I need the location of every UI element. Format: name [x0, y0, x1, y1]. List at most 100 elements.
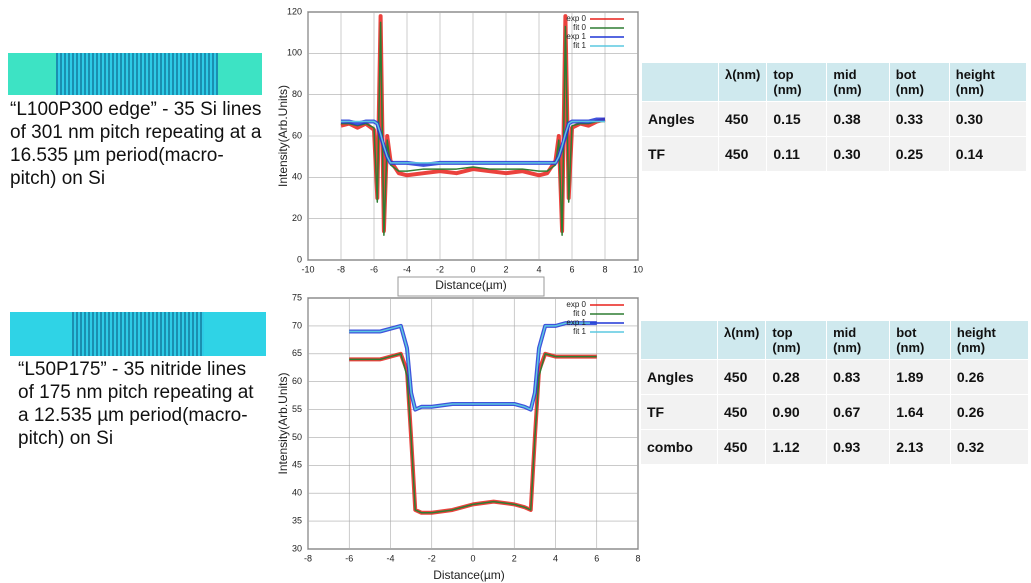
table-cell: top (nm)	[766, 321, 827, 360]
y-tick-label: 60	[292, 130, 302, 140]
y-tick-label: 20	[292, 213, 302, 223]
results-table: λ(nm)top (nm)mid (nm)bot (nm)height (nm)…	[641, 62, 1027, 172]
legend-label: fit 1	[573, 41, 586, 50]
y-tick-label: 80	[292, 89, 302, 99]
table-cell: 0.26	[950, 395, 1028, 430]
header-row: λ(nm)top (nm)mid (nm)bot (nm)height (nm)	[642, 63, 1027, 102]
y-tick-label: 50	[292, 432, 302, 442]
table-cell: 0.93	[827, 430, 890, 465]
table-cell: 1.64	[890, 395, 951, 430]
table-cell: 2.13	[890, 430, 951, 465]
y-tick-label: 45	[292, 460, 302, 470]
y-tick-label: 40	[292, 488, 302, 498]
table-cell: 450	[719, 102, 767, 137]
table-cell: 0.26	[950, 360, 1028, 395]
y-tick-label: 40	[292, 172, 302, 182]
x-tick-label: -2	[428, 553, 436, 563]
chart: 0 20 40 60 80 100 120 -10 -8 -6 -4 -2 0 2 4 6 8 10 Distanc…	[276, 6, 643, 292]
legend-label: fit 1	[573, 327, 586, 336]
table-cell: 0.90	[766, 395, 827, 430]
y-tick-label: 120	[287, 6, 302, 16]
legend-label: exp 0	[566, 300, 586, 309]
table-cell: height (nm)	[950, 321, 1028, 360]
y-tick-label: 65	[292, 348, 302, 358]
x-tick-label: -10	[301, 264, 314, 274]
table-cell: top (nm)	[767, 63, 827, 102]
x-tick-label: 2	[503, 264, 508, 274]
table-cell: bot (nm)	[889, 63, 949, 102]
table-cell: 0.14	[949, 137, 1026, 172]
table-cell: λ(nm)	[718, 321, 766, 360]
header-row: λ(nm)top (nm)mid (nm)bot (nm)height (nm)	[641, 321, 1029, 360]
x-tick-label: -8	[304, 553, 312, 563]
x-tick-label: 8	[635, 553, 640, 563]
sample-graphic	[10, 312, 266, 356]
y-tick-label: 75	[292, 292, 302, 302]
y-tick-label: 55	[292, 404, 302, 414]
table-cell: height (nm)	[949, 63, 1026, 102]
x-tick-label: -4	[386, 553, 394, 563]
table-cell	[641, 321, 718, 360]
y-tick-label: 100	[287, 48, 302, 58]
table-cell: 450	[718, 360, 766, 395]
table-cell: 450	[719, 137, 767, 172]
x-tick-label: 0	[470, 553, 475, 563]
y-tick-label: 35	[292, 515, 302, 525]
x-axis-label: Distance(µm)	[435, 278, 507, 292]
x-tick-label: -8	[337, 264, 345, 274]
legend-label: fit 0	[573, 23, 586, 32]
table-cell: 450	[718, 395, 766, 430]
table-cell: TF	[642, 137, 719, 172]
table-cell: 0.33	[889, 102, 949, 137]
table-cell: 0.11	[767, 137, 827, 172]
x-tick-label: 8	[602, 264, 607, 274]
x-tick-label: -6	[370, 264, 378, 274]
legend-label: exp 1	[566, 32, 586, 41]
results-table: λ(nm)top (nm)mid (nm)bot (nm)height (nm)…	[640, 320, 1029, 465]
y-axis-label: Intensity(Arb.Units)	[276, 85, 290, 187]
table-cell: 0.32	[950, 430, 1028, 465]
table-cell: mid (nm)	[827, 321, 890, 360]
page: 020406080100120-10-8-6-4-20246810Distanc…	[0, 0, 1031, 583]
legend-label: fit 0	[573, 309, 586, 318]
table-cell: 0.28	[766, 360, 827, 395]
x-tick-label: 0	[470, 264, 475, 274]
x-tick-label: 6	[594, 553, 599, 563]
table-cell: 0.25	[889, 137, 949, 172]
x-tick-label: 6	[569, 264, 574, 274]
table-cell: mid (nm)	[827, 63, 889, 102]
table-cell: λ(nm)	[719, 63, 767, 102]
table-cell: 0.30	[827, 137, 889, 172]
x-tick-label: -4	[403, 264, 411, 274]
table-cell: Angles	[642, 102, 719, 137]
y-axis-label: Intensity(Arb.Units)	[276, 372, 290, 474]
table-cell: 0.15	[767, 102, 827, 137]
table-cell: 1.12	[766, 430, 827, 465]
x-tick-label: 10	[633, 264, 643, 274]
x-tick-label: 4	[553, 553, 558, 563]
table-cell: 0.83	[827, 360, 890, 395]
table-cell: TF	[641, 395, 718, 430]
table-cell: 450	[718, 430, 766, 465]
table-cell: bot (nm)	[890, 321, 951, 360]
table-cell: Angles	[641, 360, 718, 395]
y-tick-label: 30	[292, 543, 302, 553]
y-tick-label: 70	[292, 320, 302, 330]
x-tick-label: -2	[436, 264, 444, 274]
x-axis-label: Distance(µm)	[433, 568, 505, 582]
table-row: Angles4500.150.380.330.30	[642, 102, 1027, 137]
x-tick-label: 4	[536, 264, 541, 274]
table-cell: 0.67	[827, 395, 890, 430]
x-tick-label: 2	[512, 553, 517, 563]
sample-description: “L50P175” - 35 nitride lines of 175 nm p…	[18, 358, 266, 450]
legend-label: exp 1	[566, 318, 586, 327]
y-tick-label: 0	[297, 254, 302, 264]
table-cell	[642, 63, 719, 102]
table-cell: 0.38	[827, 102, 889, 137]
y-tick-label: 60	[292, 376, 302, 386]
table-row: Angles4500.280.831.890.26	[641, 360, 1029, 395]
sample-graphic	[8, 53, 262, 95]
